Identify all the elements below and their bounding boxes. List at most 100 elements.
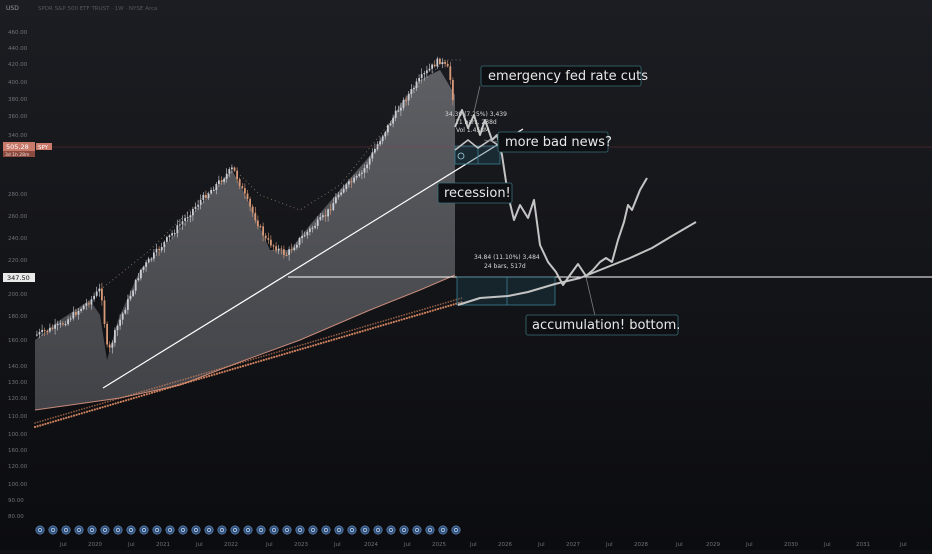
- ma-dot: [299, 344, 302, 347]
- measure-bottom-line2: 24 bars, 517d: [484, 263, 526, 270]
- ma-dot: [197, 374, 200, 376]
- callout-box-bottom[interactable]: [525, 314, 679, 336]
- ma-dot: [293, 349, 297, 352]
- dividend-event-icon[interactable]: [438, 525, 448, 535]
- ma-dot: [335, 337, 338, 340]
- ma-dot: [218, 368, 221, 370]
- x-tick-label: Jul: [333, 542, 341, 548]
- dividend-event-icon[interactable]: [282, 525, 292, 535]
- ma-dot: [122, 396, 125, 399]
- dividend-event-icon[interactable]: [48, 525, 58, 535]
- dividend-event-icon[interactable]: [35, 525, 45, 535]
- projection-path-main[interactable]: [454, 109, 648, 286]
- ma-dot: [184, 377, 187, 380]
- ma-dot: [364, 325, 367, 328]
- dividend-event-icon-inner: [207, 528, 211, 532]
- ma-dot: [88, 409, 91, 413]
- ma-dot: [356, 331, 359, 334]
- ma-dot: [101, 406, 104, 409]
- ma-dot: [333, 334, 335, 337]
- dividend-event-icon[interactable]: [256, 525, 266, 535]
- dividend-event-icon[interactable]: [269, 525, 279, 535]
- candle-body: [436, 58, 439, 67]
- ma-dot: [78, 412, 81, 416]
- dividend-event-icon[interactable]: [113, 525, 123, 535]
- dividend-event-icon[interactable]: [87, 525, 97, 535]
- ma-dot: [345, 334, 349, 337]
- candle-body: [244, 188, 246, 194]
- dividend-event-icon[interactable]: [451, 525, 461, 535]
- dividend-event-icon[interactable]: [386, 525, 396, 535]
- dividend-event-icon[interactable]: [230, 525, 240, 535]
- dividend-event-icon[interactable]: [243, 525, 253, 535]
- ma-dot: [424, 307, 426, 310]
- dividend-event-icon[interactable]: [139, 525, 149, 535]
- dividend-event-icon[interactable]: [178, 525, 188, 535]
- ma-dot: [33, 425, 37, 429]
- candle-body: [69, 318, 72, 320]
- trend-line[interactable]: [102, 128, 524, 389]
- dividend-event-icon[interactable]: [204, 525, 214, 535]
- ma-dot: [322, 341, 325, 344]
- ma-dot: [117, 397, 120, 400]
- dividend-event-icon[interactable]: [308, 525, 318, 535]
- dividend-event-icon[interactable]: [334, 525, 344, 535]
- dividend-event-icon[interactable]: [126, 525, 136, 535]
- dividend-event-icon[interactable]: [295, 525, 305, 535]
- ma-dot: [83, 411, 86, 414]
- dividend-event-icon[interactable]: [61, 525, 71, 535]
- ma-dot: [119, 400, 122, 403]
- ma-dot: [161, 384, 164, 387]
- candle-body: [402, 99, 405, 108]
- candle-body: [223, 178, 225, 182]
- x-tick-label: Jul: [265, 542, 273, 548]
- dividend-event-icon[interactable]: [412, 525, 422, 535]
- dividend-event-icon[interactable]: [100, 525, 110, 535]
- ma-dot: [382, 323, 385, 327]
- projection-path-lower[interactable]: [457, 221, 697, 306]
- projection-path-bounce[interactable]: [454, 138, 499, 151]
- ma-dot: [176, 384, 180, 387]
- dividend-event-icon[interactable]: [191, 525, 201, 535]
- candle-body: [387, 125, 389, 133]
- ma-dot: [346, 330, 348, 333]
- dividend-event-icon[interactable]: [321, 525, 331, 535]
- y-tick-label: 240.00: [8, 236, 28, 242]
- dividend-event-icon[interactable]: [152, 525, 162, 535]
- moving-average-dots: [33, 297, 463, 429]
- dividend-event-icon[interactable]: [347, 525, 357, 535]
- candle-body: [433, 64, 436, 67]
- ma-dot: [436, 307, 440, 311]
- candle-body: [394, 110, 397, 118]
- y-tick-label: 280.00: [8, 192, 28, 198]
- dividend-event-icon[interactable]: [217, 525, 227, 535]
- callout-box-news[interactable]: [497, 131, 609, 153]
- measure-box-top[interactable]: [454, 145, 501, 165]
- ma-dot: [447, 304, 450, 308]
- ma-dot: [283, 349, 286, 351]
- ma-dot: [228, 368, 232, 372]
- measure-top-line1: 34.39 (7.25%) 3,439: [445, 111, 507, 118]
- ma-dot: [99, 403, 101, 405]
- symbol-title: SPDR S&P 500 ETF TRUST · 1W · NYSE Arca: [38, 6, 157, 12]
- dividend-event-icon[interactable]: [373, 525, 383, 535]
- price-badge-countdown: 3d 1h 28m: [5, 152, 29, 158]
- ma-dot: [301, 343, 304, 346]
- ma-dot: [143, 390, 146, 392]
- callout-box-fed[interactable]: [480, 65, 642, 87]
- dividend-event-icon[interactable]: [74, 525, 84, 535]
- callout-box-recession[interactable]: [437, 182, 513, 204]
- candle-body: [345, 184, 348, 189]
- ma-dot: [299, 348, 302, 351]
- ma-dot: [114, 402, 117, 405]
- dividend-event-icon[interactable]: [360, 525, 370, 535]
- dividend-event-icon-inner: [376, 528, 380, 532]
- x-tick-label: Jul: [899, 542, 907, 548]
- ma-dot: [319, 342, 323, 345]
- event-markers[interactable]: [35, 525, 461, 535]
- dividend-event-icon[interactable]: [399, 525, 409, 535]
- dividend-event-icon[interactable]: [425, 525, 435, 535]
- dividend-event-icon[interactable]: [165, 525, 175, 535]
- ma-dot: [452, 299, 455, 302]
